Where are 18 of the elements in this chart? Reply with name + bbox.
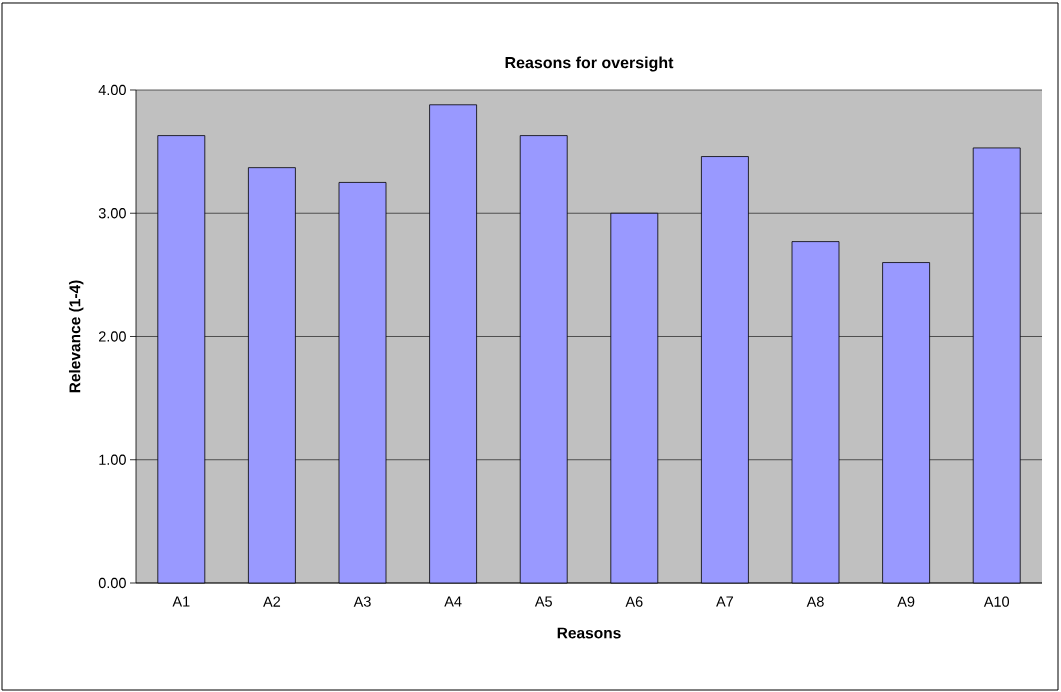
x-tick-label: A10 [983, 596, 1010, 607]
y-tick-label: 2.00 [98, 331, 126, 342]
y-tick-label: 4.00 [98, 84, 126, 96]
x-axis-title: Reasons [557, 627, 621, 639]
x-tick-label: A2 [263, 596, 281, 607]
x-tick-label: A4 [444, 596, 462, 607]
x-tick-label: A7 [716, 596, 734, 607]
x-tick-label: A9 [897, 596, 915, 607]
y-tick-label: 1.00 [99, 454, 126, 465]
x-tick-label: A3 [353, 596, 371, 607]
x-tick-label: A8 [806, 596, 824, 607]
y-tick-label: 0.00 [98, 577, 126, 589]
x-tick-label: A5 [534, 596, 552, 607]
y-axis-title: Relevance (1-4) [68, 280, 84, 393]
y-tick-label: 3.00 [98, 208, 126, 219]
chart-title: Reasons for oversight [505, 56, 674, 72]
x-tick-label: A6 [625, 596, 643, 607]
x-tick-label: A1 [172, 596, 190, 607]
